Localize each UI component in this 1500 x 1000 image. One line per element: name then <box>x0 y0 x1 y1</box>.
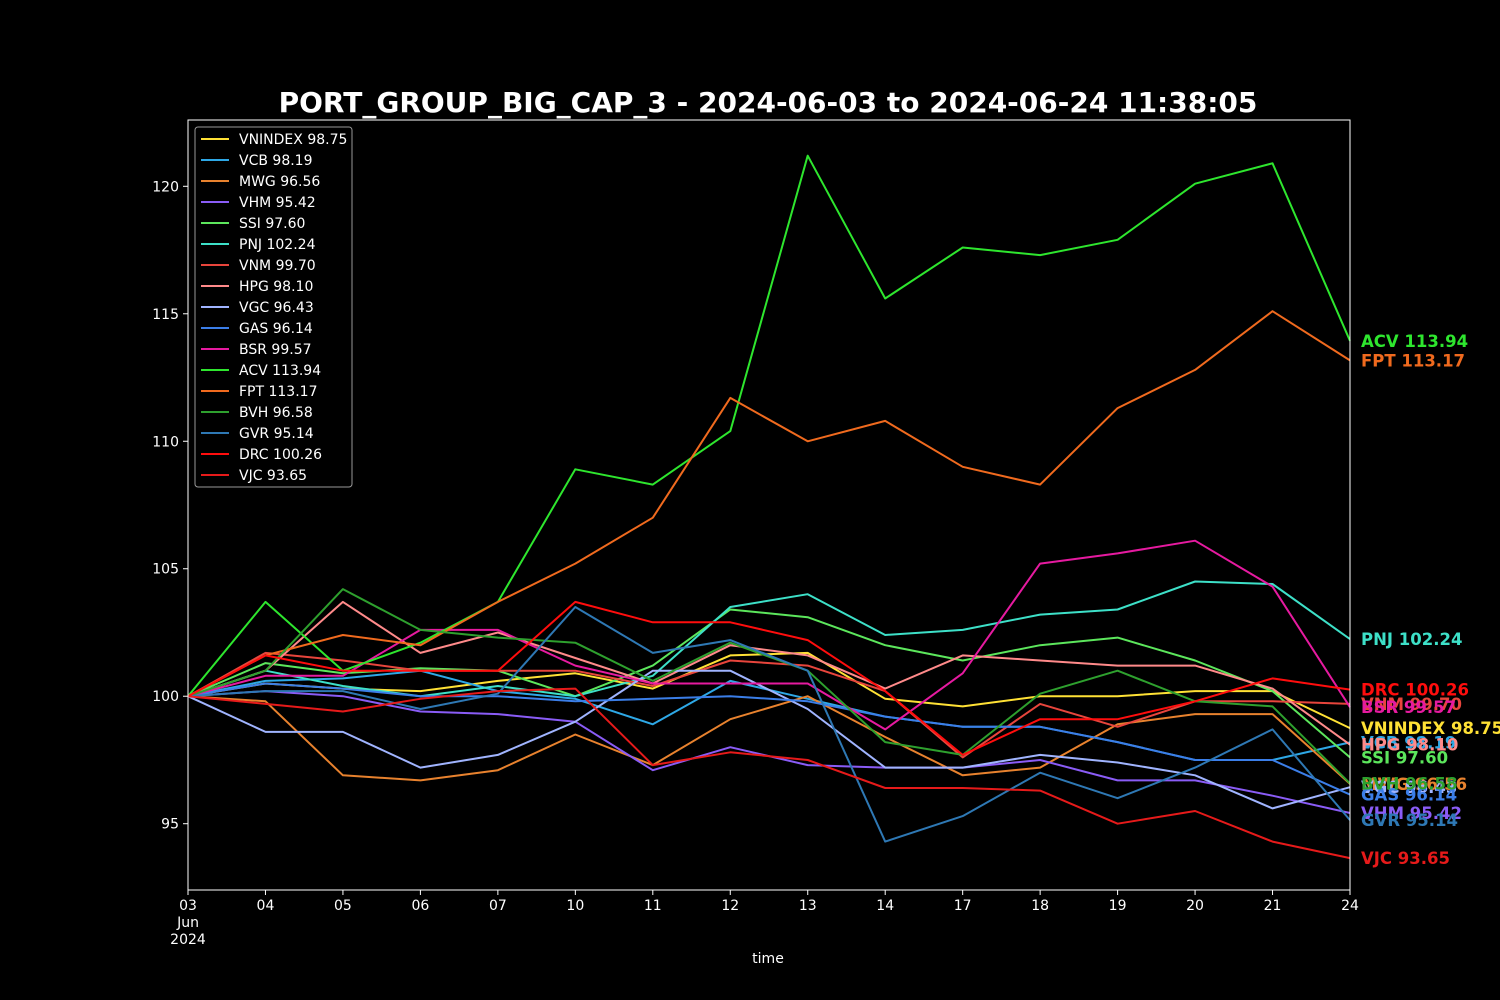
y-tick-label: 100 <box>152 689 179 705</box>
legend-entry: VNINDEX 98.75 <box>239 132 347 148</box>
legend-entry: SSI 97.60 <box>239 216 305 232</box>
series-line <box>187 600 1351 746</box>
legend-entry: HPG 98.10 <box>239 279 313 295</box>
y-tick-label: 120 <box>152 179 179 195</box>
series-end-label: DRC 100.26 <box>1361 681 1469 700</box>
x-tick-label: 10 <box>566 898 584 914</box>
y-axis: 95 100 105 110 115 120 <box>152 179 188 833</box>
plot-lines <box>187 154 1351 860</box>
series-line <box>187 154 1351 697</box>
legend-entry: VGC 96.43 <box>239 300 314 316</box>
x-tick-label: 07 <box>489 898 507 914</box>
plot-frame <box>187 119 1351 891</box>
legend-entry: BVH 96.58 <box>239 405 313 421</box>
series-end-label: ACV 113.94 <box>1361 332 1468 351</box>
legend: VNINDEX 98.75 VCB 98.19 MWG 96.56 VHM 95.42… <box>194 126 353 488</box>
legend-entry: GAS 96.14 <box>239 321 313 337</box>
series-end-label: VCB 98.19 <box>1361 733 1456 752</box>
series-line <box>187 539 1351 731</box>
x-tick-label: 17 <box>954 898 972 914</box>
x-tick-label: 11 <box>644 898 662 914</box>
x-axis: 03 Jun 2024 04 05 06 07 10 11 12 13 14 17 18 19 20 21 24 <box>170 890 1359 948</box>
legend-entry: VNM 99.70 <box>239 258 316 274</box>
legend-entry: VCB 98.19 <box>239 153 313 169</box>
series-end-label: GVR 95.14 <box>1361 811 1458 830</box>
series-end-label: VHM 95.42 <box>1361 804 1462 823</box>
series-end-label: VGC 96.43 <box>1361 778 1457 797</box>
series-line <box>187 669 1351 810</box>
x-tick-label: 03 Jun 2024 <box>170 898 206 948</box>
series-end-label: FPT 113.17 <box>1361 351 1465 370</box>
legend-box <box>194 126 353 488</box>
series-end-label: GAS 96.14 <box>1361 786 1457 805</box>
series-end-label: BSR 99.57 <box>1361 698 1456 717</box>
x-tick-label: 06 <box>411 898 429 914</box>
y-tick-label: 95 <box>161 817 179 833</box>
series-line <box>187 580 1351 698</box>
series-end-label: VJC 93.65 <box>1361 849 1450 868</box>
x-tick-label: 04 <box>257 898 275 914</box>
series-end-label: VNINDEX 98.75 <box>1361 719 1500 738</box>
legend-entry: PNJ 102.24 <box>239 237 316 253</box>
chart-title: PORT_GROUP_BIG_CAP_3 - 2024-06-03 to 202… <box>279 86 1258 119</box>
x-tick-label: 19 <box>1109 898 1127 914</box>
series-line <box>187 695 1351 785</box>
x-tick-label: 05 <box>334 898 352 914</box>
x-tick-label: 21 <box>1264 898 1282 914</box>
series-line <box>187 690 1351 814</box>
y-tick-label: 110 <box>152 434 179 450</box>
x-tick-label: 13 <box>799 898 817 914</box>
y-tick-label: 105 <box>152 562 179 578</box>
series-end-label: BVH 96.58 <box>1361 774 1457 793</box>
legend-entry: ACV 113.94 <box>239 363 321 379</box>
legend-entry: VJC 93.65 <box>239 468 307 484</box>
series-line <box>187 651 1351 730</box>
legend-entry: FPT 113.17 <box>239 384 317 400</box>
x-tick-label: 18 <box>1031 898 1049 914</box>
legend-entry: GVR 95.14 <box>239 426 314 442</box>
x-tick-label: 12 <box>721 898 739 914</box>
x-tick-label: 20 <box>1186 898 1204 914</box>
x-tick-label: 24 <box>1341 898 1359 914</box>
series-line <box>187 588 1351 785</box>
legend-entry: DRC 100.26 <box>239 447 322 463</box>
series-line <box>187 606 1351 843</box>
legend-entry: VHM 95.42 <box>239 195 316 211</box>
legend-entry: BSR 99.57 <box>239 342 312 358</box>
series-line <box>187 651 1351 759</box>
y-tick-label: 115 <box>152 307 179 323</box>
series-end-label: HPG 98.10 <box>1361 736 1458 755</box>
x-axis-label: time <box>752 951 784 967</box>
series-line <box>187 687 1351 860</box>
x-tick-label: 14 <box>876 898 894 914</box>
series-end-label: SSI 97.60 <box>1361 748 1448 767</box>
series-line <box>187 310 1351 698</box>
series-line <box>187 600 1351 756</box>
series-end-label: VNM 99.70 <box>1361 695 1462 714</box>
series-line <box>187 682 1351 796</box>
series-end-label: PNJ 102.24 <box>1361 630 1462 649</box>
series-end-label: MWG 96.56 <box>1361 775 1467 794</box>
legend-entry: MWG 96.56 <box>239 174 320 190</box>
